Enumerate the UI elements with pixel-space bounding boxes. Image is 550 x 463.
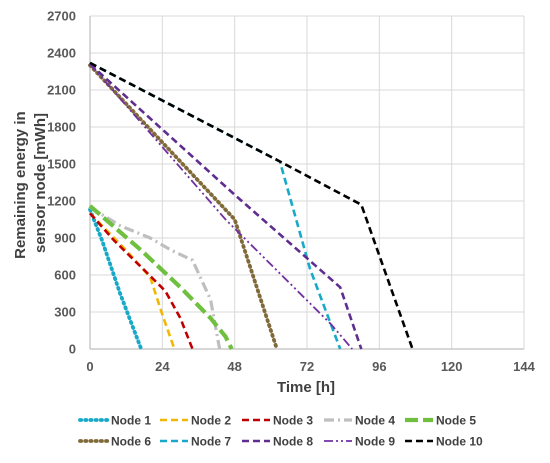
series-layer [88,61,414,351]
y-tick-label: 1800 [47,120,76,135]
series-line-node-6 [88,63,279,351]
legend-item: Node 8 [242,435,313,449]
legend-item: Node 4 [324,414,395,428]
tick-labels: 0 300 600 900 1200 1500 1800 2100 2400 2700 0 24 48 7… [47,9,536,375]
y-tick-label: 1500 [47,157,76,172]
y-tick-label: 2400 [47,46,76,61]
y-tick-label: 2700 [47,9,76,24]
series-line-node-4 [89,205,222,350]
y-axis-title-line-2: sensor node [mWh] [32,113,49,253]
x-tick-label: 96 [372,359,386,374]
x-axis-title: Time [h] [277,379,335,396]
y-tick-label: 600 [54,268,76,283]
y-tick-label: 0 [69,342,76,357]
x-tick-label: 0 [86,359,93,374]
legend-label: Node 5 [436,414,476,428]
y-tick-label: 300 [54,305,76,320]
legend-label: Node 9 [355,435,395,449]
series-line-node-5 [88,204,234,350]
legend-label: Node 1 [111,414,151,428]
legend-item: Node 9 [324,435,395,449]
series-line-node-10 [89,61,414,350]
legend-label: Node 2 [191,414,231,428]
x-tick-label: 72 [300,359,314,374]
grid [89,15,525,350]
x-tick-label: 24 [155,359,170,374]
y-axis-title: Remaining energy in sensor node [mWh] [12,107,49,259]
legend-label: Node 4 [355,414,395,428]
x-tick-label: 144 [513,359,535,374]
x-tick-label: 48 [227,359,241,374]
legend-label: Node 10 [436,435,483,449]
x-tick-label: 120 [441,359,463,374]
series-line-node-1 [88,207,144,351]
legend-item: Node 1 [78,414,151,428]
legend-item: Node 7 [160,435,231,449]
series-line-node-8 [89,63,363,350]
series-line-node-7 [89,61,342,350]
legend-label: Node 6 [111,435,151,449]
y-tick-label: 1200 [47,194,76,209]
axes [89,16,524,350]
legend-label: Node 8 [273,435,313,449]
legend-item: Node 6 [78,435,151,449]
y-axis-title-line-1: Remaining energy in [12,111,29,259]
y-tick-label: 2100 [47,83,76,98]
legend-item: Node 10 [405,435,483,449]
legend-item: Node 5 [405,414,476,428]
legend-item: Node 2 [160,414,231,428]
legend-item: Node 3 [242,414,313,428]
legend: Node 1 Node 2 Node 3 Node 4 Node 5 Node 6 Node… [78,414,483,449]
legend-label: Node 3 [273,414,313,428]
y-tick-label: 900 [54,231,76,246]
legend-label: Node 7 [191,435,231,449]
series-line-node-3 [89,212,194,350]
